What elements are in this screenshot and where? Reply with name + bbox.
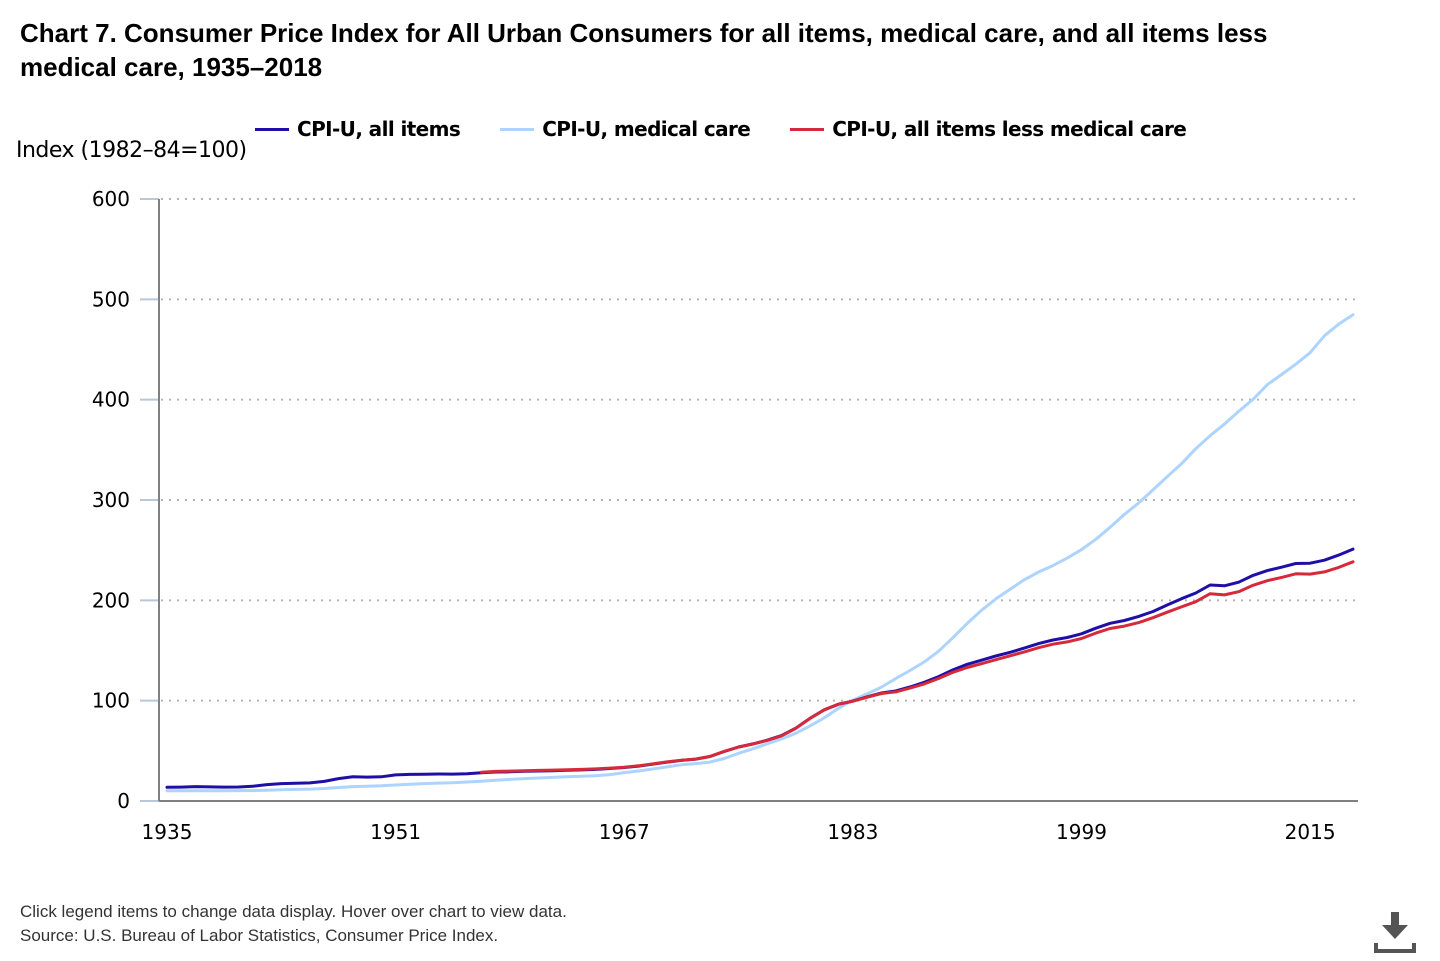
x-tick-label: 1935	[142, 820, 193, 844]
legend-swatch-less-medical	[790, 127, 825, 131]
x-axis-ticks: 1935 1951 1967 1983 1999 2015	[142, 820, 1336, 844]
y-axis-ticks: 0 100 200 300 400 500 600	[92, 187, 159, 813]
line-chart[interactable]: 0 100 200 300 400 500 600 1935 1951 1967 1983 1999…	[0, 0, 1440, 880]
legend-label-all-items: CPI-U, all items	[297, 117, 461, 141]
series-line-less-medical[interactable]	[479, 560, 1355, 774]
legend-item-all-items[interactable]: CPI-U, all items	[255, 117, 461, 141]
series-group	[165, 313, 1355, 793]
x-tick-label: 1983	[827, 820, 878, 844]
series-line-all-items[interactable]	[165, 547, 1355, 789]
series-line-medical-care[interactable]	[165, 313, 1355, 793]
y-tick-label: 400	[92, 388, 130, 412]
footer-source: Source: U.S. Bureau of Labor Statistics,…	[20, 926, 499, 945]
legend: CPI-U, all items CPI-U, medical care CPI…	[255, 114, 1226, 144]
gridlines	[161, 198, 1358, 702]
x-tick-label: 1967	[599, 820, 650, 844]
y-tick-label: 0	[117, 789, 130, 813]
x-tick-label: 1999	[1056, 820, 1107, 844]
legend-item-medical-care[interactable]: CPI-U, medical care	[500, 117, 751, 141]
x-tick-label: 1951	[370, 820, 421, 844]
legend-label-medical-care: CPI-U, medical care	[542, 117, 751, 141]
y-tick-label: 300	[92, 488, 130, 512]
y-tick-label: 500	[92, 287, 130, 311]
y-tick-label: 200	[92, 588, 130, 612]
y-tick-label: 100	[92, 689, 130, 713]
chart-title: Chart 7. Consumer Price Index for All Ur…	[20, 18, 1268, 82]
legend-label-less-medical: CPI-U, all items less medical care	[832, 117, 1187, 141]
x-tick-label: 2015	[1285, 820, 1336, 844]
y-tick-label: 600	[92, 187, 130, 211]
download-icon	[1374, 912, 1416, 953]
footer: Click legend items to change data displa…	[20, 900, 567, 948]
legend-swatch-all-items	[255, 127, 289, 131]
legend-swatch-medical-care	[500, 127, 535, 131]
footer-note: Click legend items to change data displa…	[20, 902, 567, 921]
download-button[interactable]	[1372, 910, 1418, 956]
legend-item-less-medical[interactable]: CPI-U, all items less medical care	[790, 117, 1187, 141]
y-axis-label: Index (1982–84=100)	[16, 138, 247, 163]
